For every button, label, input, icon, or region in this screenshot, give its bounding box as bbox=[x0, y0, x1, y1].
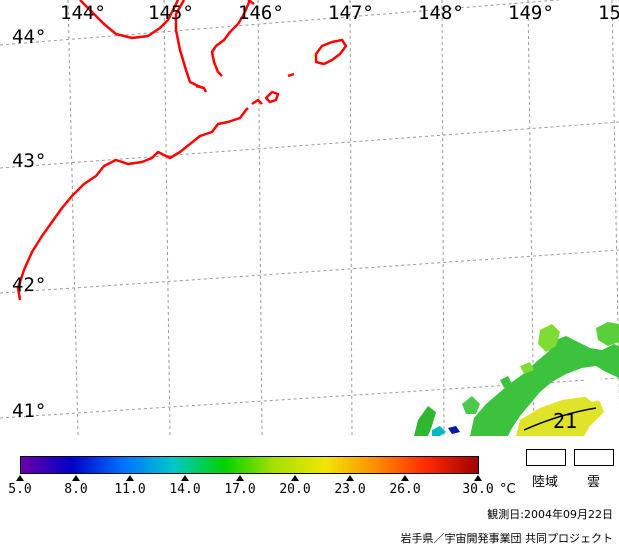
colorbar-tick-label: 30.0 bbox=[462, 482, 494, 497]
colorbar-tick-label: 8.0 bbox=[64, 482, 88, 497]
colorbar-tick bbox=[291, 475, 299, 481]
credit-line: 岩手県／宇宙開発事業団 共同プロジェクト bbox=[400, 532, 614, 545]
latitude-label-44: 44° bbox=[12, 26, 47, 48]
longitude-label-149: 149° bbox=[508, 2, 554, 24]
colorbar-tick-label: 23.0 bbox=[334, 482, 366, 497]
colorbar-tick-label: 5.0 bbox=[8, 482, 32, 497]
colorbar-tick bbox=[126, 475, 134, 481]
latitude-label-43: 43° bbox=[12, 150, 47, 172]
longitude-label-147: 147° bbox=[328, 2, 374, 24]
longitude-label-146: 146° bbox=[238, 2, 284, 24]
sst-patch-speck-1 bbox=[520, 362, 534, 374]
parallel-44 bbox=[0, 0, 564, 46]
coastline bbox=[16, 0, 348, 301]
meridian-148 bbox=[441, 0, 445, 436]
sst-patch-blue bbox=[448, 426, 460, 434]
hokkaido-east-coast bbox=[16, 107, 249, 301]
hokkaido-north-coast bbox=[79, 0, 180, 40]
graticule bbox=[0, 0, 619, 436]
meridian-149 bbox=[527, 0, 535, 436]
contour-line-21 bbox=[523, 407, 597, 431]
sst-data-patches bbox=[414, 322, 619, 436]
meridian-150 bbox=[611, 0, 619, 409]
cloud-key-swatch bbox=[574, 449, 614, 466]
latitude-label-41: 41° bbox=[12, 400, 47, 422]
colorbar-tick bbox=[401, 475, 409, 481]
shikotan-island bbox=[314, 38, 348, 66]
sst-contour bbox=[523, 407, 597, 431]
habomai-2 bbox=[264, 90, 280, 104]
longitude-label-144: 144° bbox=[60, 2, 106, 24]
parallel-43 bbox=[0, 121, 619, 169]
sst-patch-green-left bbox=[414, 406, 436, 436]
habomai-3 bbox=[287, 72, 295, 78]
colorbar-tick bbox=[346, 475, 354, 481]
kunashiri-island bbox=[210, 0, 252, 77]
latitude-label-42: 42° bbox=[12, 274, 47, 296]
land-key-swatch bbox=[526, 449, 566, 466]
parallel-42 bbox=[0, 249, 619, 294]
colorbar-tick-label: 14.0 bbox=[169, 482, 201, 497]
sst-patch-green-mid bbox=[462, 396, 480, 414]
meridian-144 bbox=[67, 0, 79, 436]
sst-patch-cloud bbox=[582, 376, 608, 402]
sst-patch-green-right bbox=[596, 322, 619, 346]
colorbar-tick bbox=[474, 475, 482, 481]
sst-patch-green-light bbox=[538, 324, 560, 352]
unit-label: °C bbox=[500, 482, 516, 497]
colorbar-tick-label: 11.0 bbox=[114, 482, 146, 497]
longitude-label-150: 15 bbox=[598, 2, 619, 24]
nosappu-cape bbox=[195, 84, 208, 93]
cloud-key-label: 雲 bbox=[587, 475, 601, 490]
contour-label: 21 bbox=[553, 409, 577, 433]
sst-patch-cyan bbox=[432, 426, 446, 436]
land-key-label: 陸域 bbox=[532, 475, 559, 490]
sst-colorbar bbox=[20, 456, 479, 474]
habomai-1 bbox=[251, 98, 263, 106]
legend-panel: 5.0 8.0 11.0 14.0 17.0 20.0 23.0 26.0 30… bbox=[0, 436, 619, 546]
longitude-label-148: 148° bbox=[418, 2, 464, 24]
iturup-north bbox=[247, 0, 255, 6]
meridian-145 bbox=[163, 0, 171, 436]
longitude-label-145: 145° bbox=[148, 2, 194, 24]
meridian-147 bbox=[349, 0, 353, 436]
sst-patch-speck-2 bbox=[500, 376, 512, 388]
sst-map: 21 144° 145° 146° 147° 148° 149° 15 44° … bbox=[0, 0, 619, 436]
colorbar-tick bbox=[236, 475, 244, 481]
colorbar-tick-label: 20.0 bbox=[279, 482, 311, 497]
colorbar-tick bbox=[181, 475, 189, 481]
colorbar-tick-label: 17.0 bbox=[224, 482, 256, 497]
sst-patch-green-main bbox=[470, 336, 619, 436]
colorbar-tick-label: 26.0 bbox=[389, 482, 421, 497]
map-canvas: 21 bbox=[0, 0, 619, 436]
colorbar-tick bbox=[72, 475, 80, 481]
colorbar-tick bbox=[16, 475, 24, 481]
parallel-41 bbox=[0, 377, 619, 419]
meridian-146 bbox=[257, 0, 263, 436]
observation-date: 観測日:2004年09月22日 bbox=[487, 508, 613, 521]
